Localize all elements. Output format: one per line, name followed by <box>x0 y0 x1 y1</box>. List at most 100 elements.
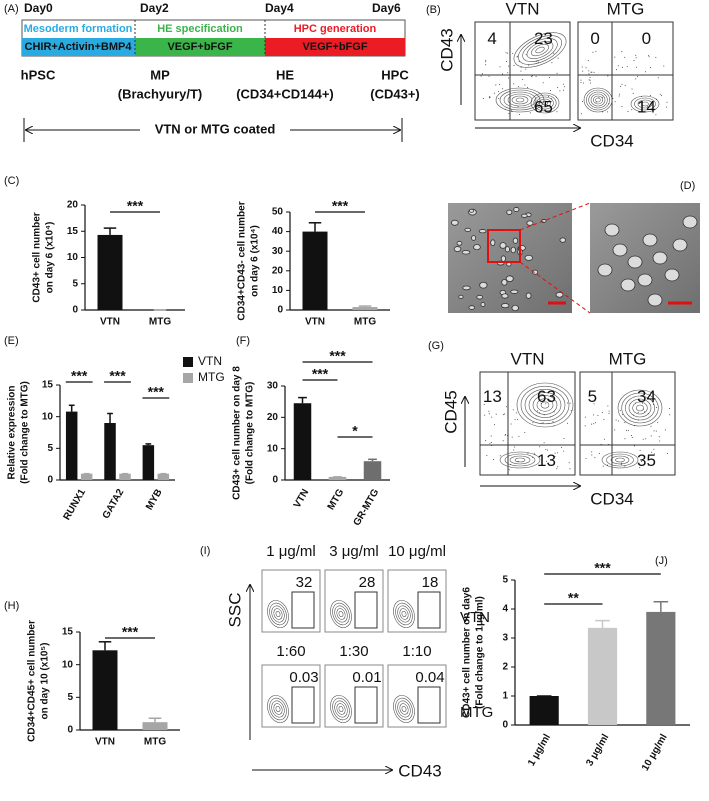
event <box>510 423 512 425</box>
event <box>615 68 617 70</box>
x-tick-label: MYB <box>144 487 165 512</box>
contour <box>641 101 649 107</box>
quadrant-value: 23 <box>534 29 553 48</box>
bar <box>80 473 93 480</box>
x-tick-label: 3 μg/ml <box>584 732 611 768</box>
cell <box>506 209 513 215</box>
event <box>618 95 620 97</box>
event <box>622 413 624 415</box>
cell <box>501 293 509 299</box>
cell <box>505 275 514 282</box>
cell <box>672 238 688 252</box>
event <box>529 112 531 114</box>
event <box>617 65 619 67</box>
event <box>562 83 564 85</box>
event <box>621 83 623 85</box>
x-axis-label: CD34 <box>590 489 633 508</box>
event <box>506 406 508 408</box>
gate <box>354 686 378 724</box>
panel-label: (J) <box>655 555 668 567</box>
cell <box>637 273 653 287</box>
y-axis-label: CD34+CD43- cell number <box>237 201 248 320</box>
gate-value: 0.03 <box>289 669 318 686</box>
event <box>651 451 653 453</box>
event <box>566 422 568 424</box>
cell <box>501 279 508 286</box>
contour <box>271 605 285 623</box>
event <box>502 88 504 90</box>
event <box>612 98 614 100</box>
stage-marker: (Brachyury/T) <box>118 86 203 101</box>
event <box>551 62 553 64</box>
x-tick-label: MTG <box>354 317 376 328</box>
event <box>618 93 620 95</box>
gate-value: 0.01 <box>352 669 381 686</box>
cell <box>471 235 477 241</box>
event <box>569 468 571 470</box>
event <box>591 451 593 453</box>
contour <box>504 453 536 467</box>
event <box>511 111 513 113</box>
event <box>528 64 530 66</box>
event <box>493 92 495 94</box>
event <box>498 98 500 100</box>
micrograph: (D) <box>448 180 700 314</box>
factor: VEGF+bFGF <box>167 41 232 53</box>
y-tick-label: 0 <box>47 475 53 486</box>
event <box>584 425 586 427</box>
contour <box>593 95 603 105</box>
stage: HPC <box>381 67 409 82</box>
bar <box>142 445 155 480</box>
y-axis-label: on day 6 (x10⁴) <box>250 225 261 297</box>
contour <box>271 700 285 718</box>
event <box>489 96 491 98</box>
day-label: Day4 <box>265 1 294 15</box>
contour <box>533 94 557 112</box>
concentration: 3 μg/ml <box>329 543 379 560</box>
event <box>559 90 561 92</box>
cell <box>453 246 462 252</box>
event <box>588 79 590 81</box>
event <box>533 452 535 454</box>
event <box>602 465 604 467</box>
event <box>525 68 527 70</box>
event <box>621 106 623 108</box>
event <box>591 71 593 73</box>
event <box>507 72 509 74</box>
event <box>642 464 644 466</box>
event <box>491 416 493 418</box>
y-axis-label: CD43 <box>437 28 456 71</box>
plot-frame <box>324 664 384 728</box>
event <box>480 75 482 77</box>
event <box>508 113 510 115</box>
event <box>545 448 547 450</box>
event <box>513 83 515 85</box>
cell <box>478 229 487 234</box>
significance: *** <box>329 348 346 364</box>
plot-title: MTG <box>607 0 645 18</box>
contour <box>336 608 346 620</box>
gate <box>417 591 441 629</box>
y-tick-label: 15 <box>42 380 54 391</box>
event <box>658 436 660 438</box>
cell <box>513 207 520 212</box>
event <box>631 88 633 90</box>
contour <box>330 600 352 628</box>
event <box>493 458 495 460</box>
contour <box>499 89 541 111</box>
event <box>482 74 484 76</box>
contour <box>532 395 558 415</box>
event <box>619 85 621 87</box>
y-tick-label: 10 <box>272 285 284 296</box>
event <box>490 441 492 443</box>
event <box>534 454 536 456</box>
y-tick-label: 0 <box>67 725 73 736</box>
event <box>524 431 526 433</box>
event <box>564 86 566 88</box>
contour <box>336 703 346 715</box>
contour <box>495 87 545 113</box>
contour <box>273 703 283 715</box>
cell <box>462 285 471 291</box>
cell <box>479 281 488 289</box>
event <box>585 458 587 460</box>
